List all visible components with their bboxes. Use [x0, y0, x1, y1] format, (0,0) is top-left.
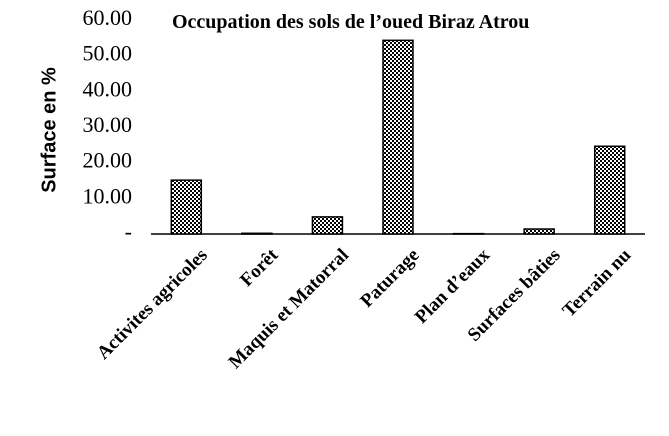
- y-tick-label: 50.00: [83, 41, 133, 66]
- bar: [382, 39, 414, 235]
- y-tick-label: 20.00: [83, 148, 133, 173]
- chart-title: Occupation des sols de l’oued Biraz Atro…: [172, 11, 529, 33]
- x-tick-label: Maquis et Matorral: [225, 245, 353, 373]
- x-tick-label: Paturage: [356, 245, 423, 312]
- y-tick-label: -: [125, 219, 132, 244]
- y-axis-label: Surface en %: [38, 67, 60, 193]
- bar: [241, 232, 273, 235]
- y-tick-label: 40.00: [83, 76, 133, 101]
- bar: [593, 145, 626, 235]
- bar: [523, 228, 555, 235]
- y-tick-label: 30.00: [83, 112, 133, 137]
- y-tick-label: 10.00: [83, 183, 133, 208]
- bar: [311, 216, 344, 235]
- y-tick-label: 60.00: [83, 5, 133, 30]
- x-tick-label: Forêt: [236, 244, 283, 291]
- x-tick-label: Terrain nu: [559, 244, 636, 321]
- x-tick-label: Activites agricoles: [93, 245, 212, 364]
- bar: [170, 179, 203, 235]
